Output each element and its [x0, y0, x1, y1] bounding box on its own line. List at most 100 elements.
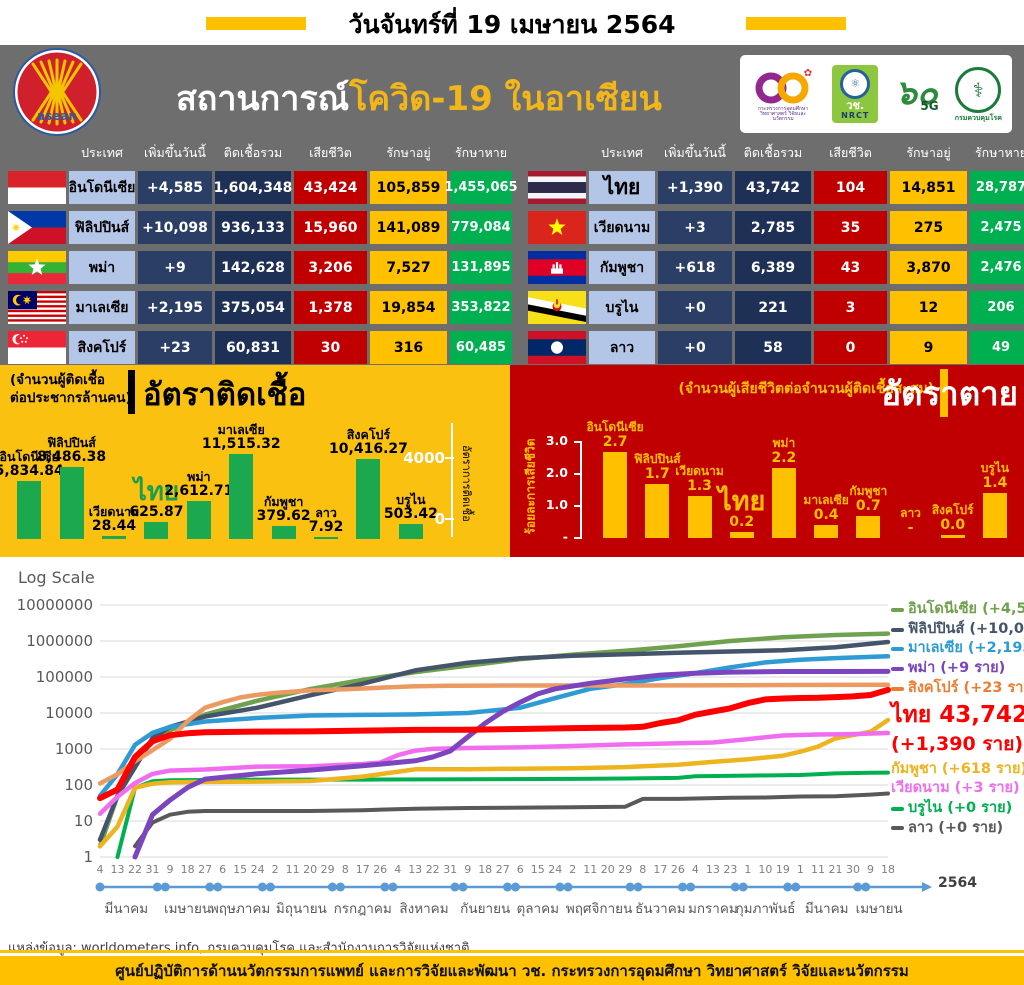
x-axis-day: 9	[167, 863, 174, 876]
flag-cell	[528, 331, 586, 364]
bar	[17, 481, 42, 539]
deaths: 1,378	[294, 291, 367, 324]
axis-max-label: 4000	[403, 449, 445, 467]
active-cases: 316	[370, 331, 447, 364]
bar-value: 7.92	[308, 518, 344, 535]
data-source-line: แหล่งข้อมูล: worldometers.info, กรมควบคุ…	[8, 941, 470, 956]
bar-country: บรูไน	[980, 461, 1010, 476]
recovered: 353,822	[450, 291, 512, 324]
bar-value: 1.3	[687, 477, 712, 494]
x-axis-day: 6	[219, 863, 226, 876]
bar-value: 28.44	[91, 517, 137, 534]
bar-label: อินโดนีเซีย 5,834.84	[0, 450, 64, 479]
x-axis-day: 13	[706, 863, 720, 876]
bar-value: 8,486.38	[37, 448, 107, 465]
x-axis-day: 9	[464, 863, 471, 876]
date-title: วันจันทร์ที่ 19 เมษายน 2564	[348, 10, 676, 39]
x-axis-day: 22	[426, 863, 440, 876]
bar-value: 10,416.27	[329, 440, 408, 457]
death-chart-title: อัตราตาย	[881, 374, 1018, 413]
x-axis-day: 2	[272, 863, 279, 876]
bar-label: ฟิลิปปินส์ 1.7	[634, 453, 681, 482]
bar-country: พม่า	[187, 468, 211, 484]
legend-line-icon	[891, 607, 904, 612]
chart-legend: อินโดนีเซีย (+4,585 ราย) ฟิลิปปินส์ (+10,…	[891, 601, 1024, 839]
x-axis-day: 4	[97, 863, 104, 876]
x-axis-day: 18	[478, 863, 492, 876]
bar-value: 2.7	[602, 433, 628, 450]
bar-group-cambodia: กัมพูชา 379.62	[257, 495, 311, 539]
flag-brunei-icon	[528, 291, 586, 324]
country-name: สิงคโปร์	[69, 331, 135, 364]
timeline-arrow-icon	[922, 882, 932, 892]
bar-label: กัมพูชา 0.7	[849, 485, 887, 514]
flag-cell	[8, 291, 66, 324]
recovered: 1,455,065	[444, 171, 518, 204]
new-cases-today: +618	[658, 251, 732, 284]
bar	[102, 536, 127, 539]
column-header-3: เสียชีวิต	[829, 145, 872, 160]
x-axis-day: 1	[744, 863, 751, 876]
bar	[814, 525, 839, 538]
bar-country: อินโดนีเซีย	[586, 420, 644, 435]
bar	[229, 454, 254, 539]
deaths: 3,206	[294, 251, 367, 284]
bar-value: 503.42	[383, 505, 438, 522]
bar-country: ไทย	[718, 485, 766, 517]
recovered: 60,485	[450, 331, 512, 364]
recovered: 2,475	[970, 211, 1024, 244]
bar	[59, 467, 84, 539]
x-axis-day: 24	[251, 863, 265, 876]
total-cases: 58	[735, 331, 811, 364]
x-axis-day: 11	[811, 863, 825, 876]
bar-value: 0.4	[813, 506, 839, 523]
new-cases-today: +0	[658, 331, 732, 364]
bar	[144, 522, 169, 539]
infection-subtitle-line2: ต่อประชากรล้านคน)	[10, 389, 132, 406]
legend-brunei: บรูไน (+0 ราย)	[891, 800, 1023, 818]
x-axis-day: 31	[443, 863, 457, 876]
legend-indonesia: อินโดนีเซีย (+4,585 ราย)	[891, 601, 1024, 619]
bar-group-singapore: สิงคโปร์ 0.0	[932, 504, 974, 538]
bar-value: 1.7	[644, 465, 670, 482]
legend-malaysia: มาเลเซีย (+2,195 ราย)	[891, 640, 1024, 658]
timeline-dot	[791, 882, 801, 892]
x-axis-day: 29	[321, 863, 335, 876]
deaths: 104	[814, 171, 887, 204]
bar-group-thailand: ไทย 0.2	[718, 485, 766, 538]
bar-country: กัมพูชา	[263, 493, 304, 509]
column-header-spacer	[528, 142, 586, 164]
timeline-dot	[380, 882, 390, 892]
new-cases-today: +0	[658, 291, 732, 324]
timeline-dot	[213, 882, 223, 892]
ddc-logo: ⚕ กรมควบคุมโรค	[954, 66, 1002, 122]
new-cases-today: +2,195	[138, 291, 212, 324]
total-cases: 43,742	[735, 171, 811, 204]
infection-chart-title: อัตราติดเชื้อ	[143, 377, 307, 413]
deaths: 43	[814, 251, 887, 284]
ddc-caption: กรมควบคุมโรค	[954, 113, 1002, 122]
y-axis-label: 100	[64, 776, 93, 794]
timeline-dot	[738, 882, 748, 892]
bar-group-singapore: สิงคโปร์ 10,416.27	[329, 428, 408, 539]
column-header-1: เพิ่มขึ้นวันนี้	[144, 145, 206, 160]
bar-label: อินโดนีเซีย 2.7	[587, 421, 644, 450]
x-axis-day: 15	[531, 863, 545, 876]
x-axis-month: พฤศจิกายน	[566, 901, 632, 917]
legend-label: พม่า (+9 ราย)	[908, 660, 1006, 677]
x-axis-day: 20	[601, 863, 615, 876]
x-axis-day: 17	[356, 863, 370, 876]
timeline-dot	[511, 882, 520, 892]
bar	[186, 501, 211, 539]
bar-country: ไทย	[133, 476, 180, 507]
total-cases: 936,133	[215, 211, 291, 244]
column-header-0: ประเทศ	[601, 145, 643, 160]
series-vietnam	[97, 730, 891, 816]
bar-label: ลาว 7.92	[309, 506, 344, 535]
country-name: ฟิลิปปินส์	[69, 211, 135, 244]
timeline-dot	[563, 882, 573, 892]
deaths: 0	[814, 331, 887, 364]
svg-text:✿: ✿	[804, 68, 812, 79]
mhesi-60-logo: ✿ กระทรวงการอุดมศึกษา วิทยาศาสตร์ วิจัยแ…	[750, 66, 816, 122]
